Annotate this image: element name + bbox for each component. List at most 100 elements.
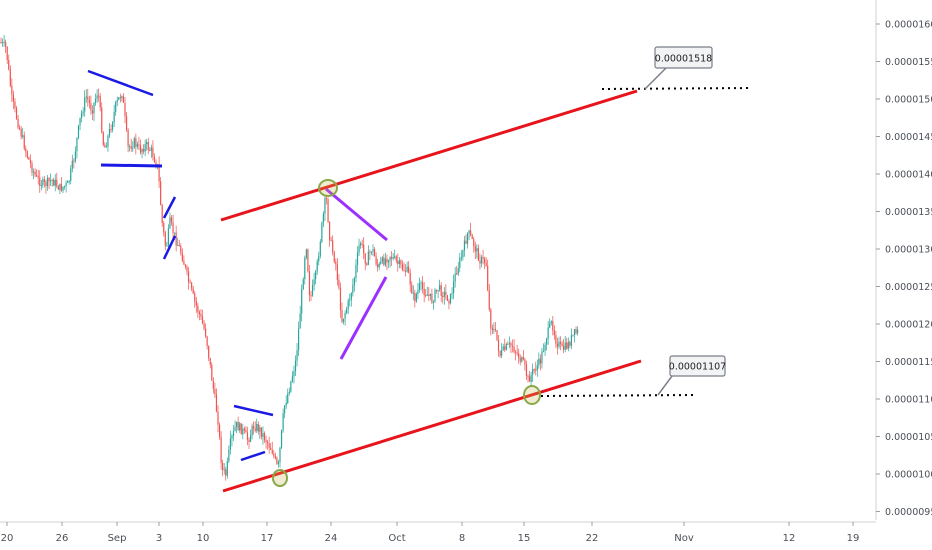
candle-body: [429, 293, 431, 296]
candle-body: [367, 251, 369, 265]
purple-pattern-upper-line[interactable]: [325, 187, 388, 242]
candle-body: [82, 111, 84, 113]
candle-body: [172, 222, 174, 233]
lower-touch-circle-1[interactable]: [272, 469, 288, 487]
candle-body: [181, 253, 183, 261]
candle-body: [263, 433, 266, 441]
candle-body: [115, 102, 117, 112]
lower-channel-line[interactable]: [222, 359, 642, 493]
candle-body: [166, 245, 168, 247]
candle-body: [237, 421, 239, 431]
purple-pattern-lower-line[interactable]: [339, 276, 388, 360]
candle-body: [184, 264, 187, 267]
lower-target-dotted-line[interactable]: [540, 394, 696, 397]
upper-touch-circle[interactable]: [318, 179, 338, 197]
candle-body: [293, 371, 295, 377]
candle-body: [194, 293, 196, 302]
candle-body: [70, 168, 72, 181]
candle-body: [358, 245, 360, 253]
price-tick-label: 0.00001000: [885, 470, 932, 481]
blue-flag-line-2[interactable]: [162, 235, 177, 260]
candle-body: [466, 233, 469, 244]
upper-callout-label: 0.00001518: [655, 54, 712, 65]
candle-body: [287, 393, 289, 403]
candle-body: [48, 177, 50, 182]
candle-body: [515, 351, 517, 353]
candle-body: [144, 144, 146, 152]
candle-body: [113, 111, 115, 123]
lower-touch-circle-2[interactable]: [523, 385, 541, 405]
lower-target-callout[interactable]: 0.00001107: [657, 355, 726, 396]
candle-body: [153, 156, 156, 163]
candle-body: [28, 157, 30, 160]
candle-body: [280, 430, 283, 448]
candle-body: [127, 129, 129, 147]
candle-body: [418, 283, 421, 291]
upper-channel-line[interactable]: [220, 89, 638, 222]
candle-body: [242, 428, 244, 435]
candle-body: [446, 295, 448, 301]
candle-body: [428, 294, 430, 296]
candle-body: [504, 346, 506, 350]
candle-body: [161, 204, 163, 224]
candle-body: [409, 272, 411, 285]
candle-body: [56, 179, 58, 187]
candle-body: [330, 240, 332, 242]
candle-body: [471, 235, 473, 240]
upper-target-callout[interactable]: 0.00001518: [644, 46, 713, 90]
candle-body: [507, 343, 509, 345]
lower-callout-box: [669, 355, 726, 377]
candle-body: [325, 197, 328, 200]
price-axis[interactable]: 0.00001600 0.00001550 0.00001500 0.00001450…: [875, 0, 932, 520]
candle-body: [432, 301, 435, 303]
candle-body: [542, 350, 545, 352]
candle-body: [45, 181, 47, 187]
candle-body: [301, 289, 303, 314]
candle-body: [369, 251, 371, 253]
candle-body: [521, 357, 523, 362]
candle-body: [476, 248, 478, 252]
candle-body: [226, 461, 228, 476]
candle-body: [298, 328, 300, 351]
upper-target-dotted-line[interactable]: [601, 87, 753, 90]
candle-body: [112, 122, 114, 130]
candle-body: [361, 243, 363, 245]
candle-body: [508, 343, 510, 345]
candle-body: [257, 424, 259, 432]
candle-body: [322, 213, 324, 223]
drawing-layer[interactable]: 0.00001518 0.00001107: [87, 46, 753, 493]
candle-body: [499, 351, 501, 356]
blue-pattern-support-line-1[interactable]: [100, 163, 163, 168]
price-tick-label: 0.00001550: [885, 57, 932, 68]
price-tick-label: 0.00001150: [885, 357, 932, 368]
candle-body: [346, 309, 348, 314]
candle-body: [505, 343, 507, 350]
candle-body: [497, 339, 500, 352]
candle-body: [457, 268, 459, 275]
candle-body: [158, 164, 160, 182]
candle-body: [575, 329, 577, 334]
candle-body: [110, 128, 112, 130]
blue-pattern-upper-line-2[interactable]: [233, 404, 274, 417]
candle-body: [85, 96, 87, 98]
candle-body: [279, 447, 281, 463]
candle-body: [453, 281, 455, 294]
candle-body: [268, 443, 270, 448]
time-axis[interactable]: 20 26 Sep 3 10 17 24 Oct 8 15 22 Nov 12 19: [0, 521, 876, 544]
blue-pattern-upper-line-1[interactable]: [87, 69, 154, 97]
blue-flag-line-1[interactable]: [162, 196, 177, 219]
candle-body: [488, 290, 490, 310]
candle-body: [138, 144, 140, 146]
blue-pattern-lower-line-2[interactable]: [240, 450, 266, 462]
price-tick-label: 0.00001600: [885, 20, 932, 31]
price-tick-label: 0.00001400: [885, 170, 932, 181]
candle-body: [139, 145, 142, 153]
candle-body: [39, 177, 41, 186]
candle-body: [519, 358, 521, 362]
candle-body: [11, 85, 13, 95]
candle-body: [160, 181, 162, 205]
candle-body: [175, 232, 177, 246]
candle-body: [178, 244, 180, 247]
candle-body: [549, 323, 551, 328]
